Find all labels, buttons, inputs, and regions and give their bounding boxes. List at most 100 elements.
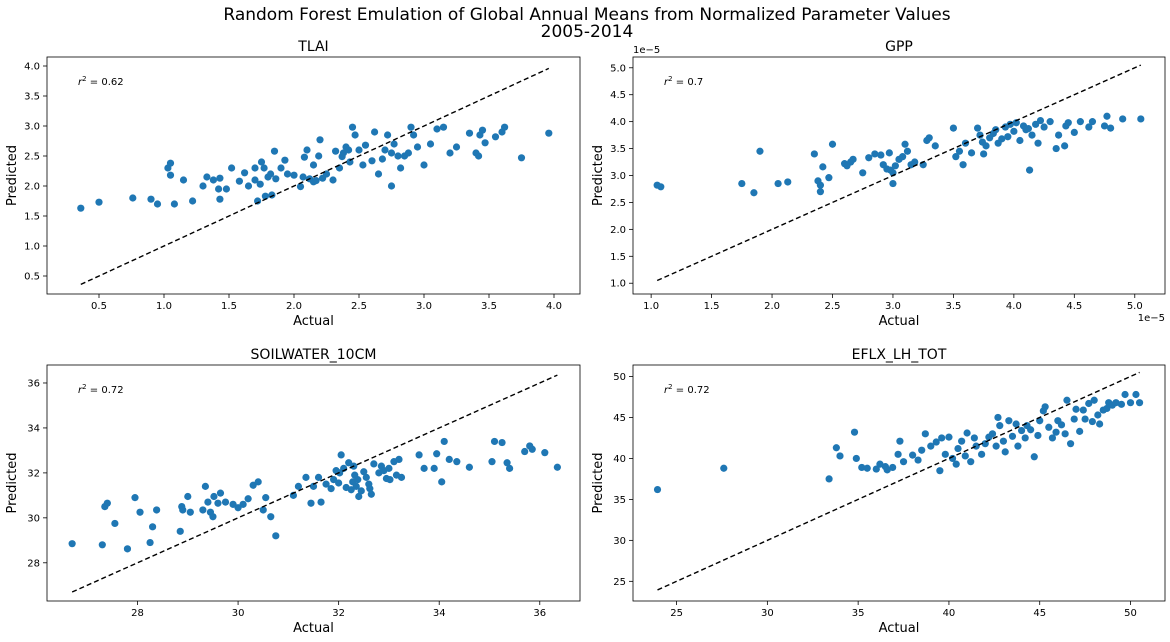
x-axis-label: Actual bbox=[293, 314, 334, 329]
scatter-panel: TLAI 0.5 1.0 1.5 2.0 2.5 3.0 3.5 4.0 0.5 1.0 1.5 2.0… bbox=[5, 39, 581, 329]
data-point bbox=[254, 197, 262, 205]
data-point bbox=[387, 182, 396, 190]
data-point bbox=[653, 485, 662, 494]
data-point bbox=[503, 459, 511, 467]
data-point bbox=[952, 460, 960, 468]
data-point bbox=[302, 473, 310, 481]
y-axis-label: Predicted bbox=[591, 452, 606, 513]
data-point bbox=[309, 161, 318, 169]
x-tick-label: 5.0 bbox=[1127, 301, 1143, 312]
data-point bbox=[267, 513, 275, 521]
figure-title: Random Forest Emulation of Global Annual… bbox=[223, 5, 950, 25]
data-point bbox=[1028, 131, 1036, 139]
x-tick-label: 30 bbox=[232, 608, 245, 619]
y-tick-label: 3.0 bbox=[24, 122, 40, 133]
data-point bbox=[251, 176, 259, 184]
data-point bbox=[209, 513, 217, 521]
data-point bbox=[438, 478, 446, 486]
data-point bbox=[95, 198, 103, 206]
data-point bbox=[179, 506, 187, 514]
data-point bbox=[413, 143, 422, 151]
data-point bbox=[374, 170, 383, 178]
data-point bbox=[980, 150, 988, 158]
data-point bbox=[299, 173, 307, 181]
data-point bbox=[1048, 434, 1057, 442]
data-point bbox=[307, 499, 315, 507]
data-point bbox=[235, 177, 243, 185]
data-point bbox=[272, 532, 280, 540]
data-point bbox=[1030, 453, 1038, 461]
scatter-panel: EFLX_LH_TOT 25 30 35 40 45 50 25 30 35 40 45 50 Actua… bbox=[591, 347, 1166, 636]
data-point bbox=[179, 176, 188, 184]
data-point bbox=[199, 506, 207, 514]
data-point bbox=[1081, 415, 1089, 423]
data-point bbox=[352, 482, 360, 490]
data-point bbox=[221, 498, 230, 506]
data-point bbox=[938, 434, 946, 442]
data-point bbox=[241, 169, 249, 177]
data-point bbox=[360, 468, 368, 476]
data-point bbox=[204, 498, 212, 506]
data-point bbox=[315, 152, 323, 160]
data-point bbox=[899, 458, 908, 466]
data-point bbox=[430, 464, 438, 472]
data-point bbox=[362, 473, 370, 481]
y-tick-label: 30 bbox=[613, 536, 626, 547]
data-point bbox=[959, 161, 967, 169]
data-point bbox=[756, 147, 764, 155]
data-point bbox=[909, 451, 917, 459]
data-point bbox=[976, 131, 984, 139]
y-tick-label: 35 bbox=[613, 495, 626, 506]
data-point bbox=[355, 146, 363, 154]
x-tick-label: 4.0 bbox=[1006, 301, 1022, 312]
data-point bbox=[903, 147, 912, 155]
data-point bbox=[268, 191, 276, 199]
identity-line bbox=[657, 371, 1140, 591]
x-tick-label: 3.0 bbox=[416, 301, 432, 312]
data-point bbox=[932, 438, 940, 446]
data-point bbox=[322, 480, 330, 488]
data-point bbox=[871, 150, 879, 158]
r-squared-annotation: r2 = 0.7 bbox=[664, 75, 703, 88]
data-point bbox=[1066, 440, 1075, 448]
data-point bbox=[296, 183, 305, 191]
x-tick-label: 4.5 bbox=[1066, 301, 1082, 312]
data-point bbox=[1085, 399, 1093, 408]
y-tick-label: 2.5 bbox=[610, 198, 626, 209]
data-point bbox=[186, 508, 194, 516]
data-point bbox=[68, 540, 76, 548]
plot-frame bbox=[46, 56, 581, 295]
scatter-panel: GPP 1.0 1.5 2.0 2.5 3.0 3.5 4.0 4.5 5.0 1.0 1.5 2.0 2… bbox=[591, 39, 1166, 329]
y-tick-label: 2.0 bbox=[610, 225, 626, 236]
data-point bbox=[996, 422, 1004, 430]
data-point bbox=[199, 182, 207, 190]
y-axis-label: Predicted bbox=[5, 145, 20, 206]
y-tick-label: 32 bbox=[27, 468, 40, 479]
scatter-panel: SOILWATER_10CM 28 30 32 34 36 28 30 32 34 36 Actual… bbox=[5, 347, 581, 636]
x-tick-label: 4.0 bbox=[546, 301, 562, 312]
data-point bbox=[490, 437, 499, 446]
data-point bbox=[961, 452, 969, 460]
data-point bbox=[927, 442, 935, 450]
data-point bbox=[999, 437, 1008, 445]
data-point bbox=[136, 508, 144, 516]
data-point bbox=[774, 179, 782, 188]
r-squared-annotation: r2 = 0.62 bbox=[78, 75, 124, 88]
data-point bbox=[216, 489, 225, 497]
data-point bbox=[1055, 131, 1063, 139]
data-point bbox=[453, 458, 461, 466]
data-point bbox=[98, 541, 106, 549]
data-point bbox=[244, 495, 252, 503]
data-point bbox=[784, 178, 792, 186]
data-point bbox=[290, 171, 298, 179]
data-point bbox=[958, 437, 966, 445]
data-point bbox=[351, 131, 359, 139]
y-tick-label: 3.0 bbox=[610, 171, 626, 182]
data-point bbox=[478, 126, 487, 134]
data-point bbox=[852, 454, 860, 463]
data-point bbox=[123, 545, 132, 553]
y-tick-label: 40 bbox=[613, 454, 626, 465]
data-point bbox=[339, 149, 347, 157]
data-point bbox=[131, 494, 139, 502]
x-tick-label: 3.0 bbox=[885, 301, 901, 312]
